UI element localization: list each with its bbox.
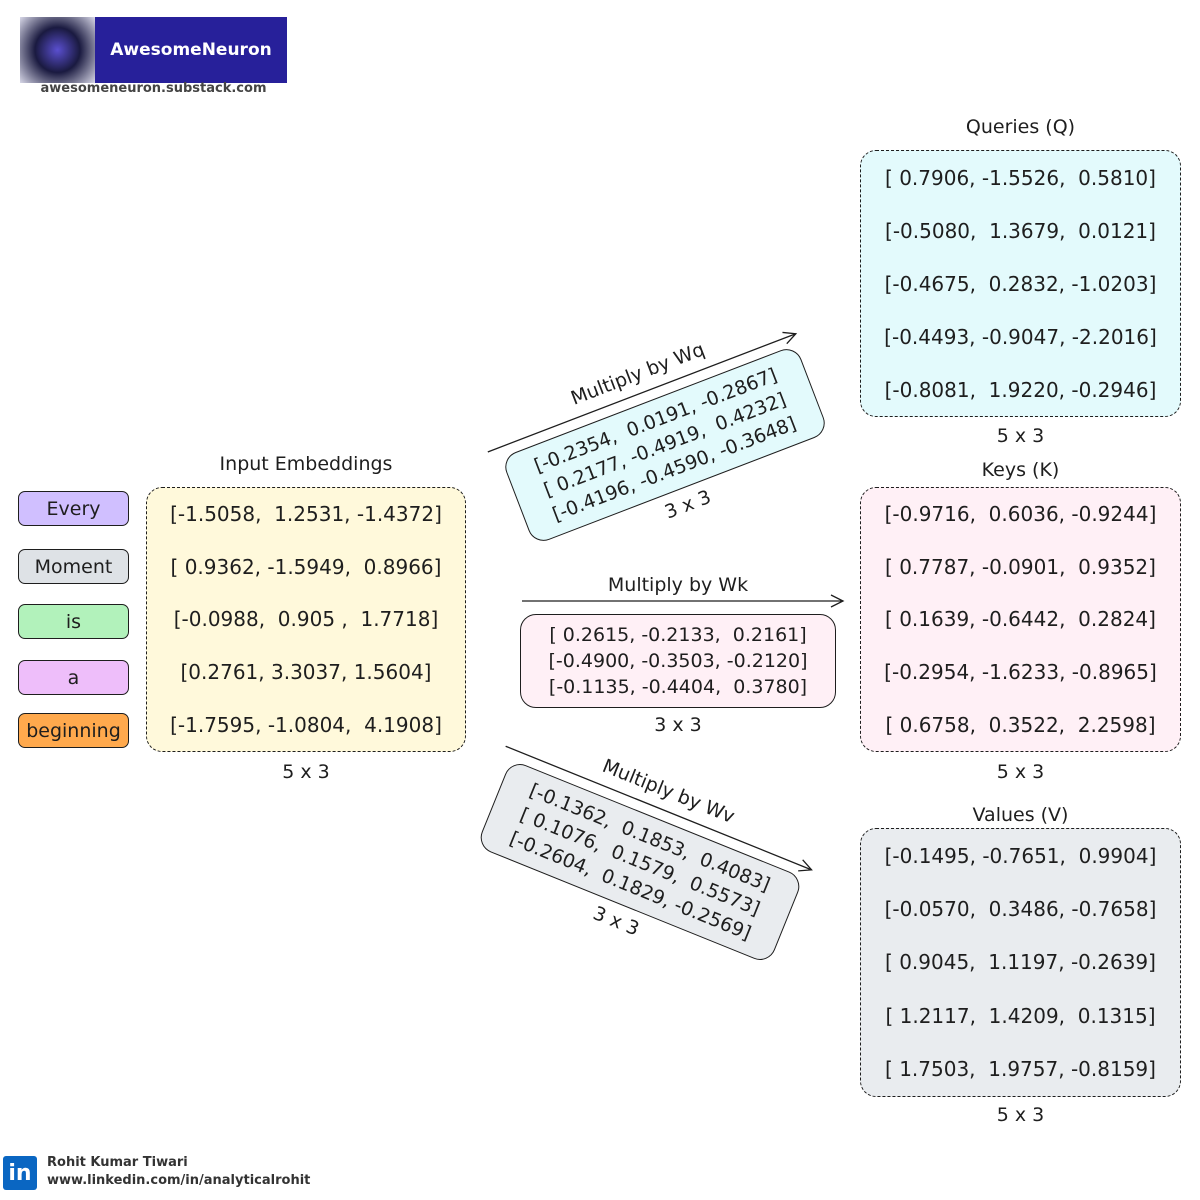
matrix-box: [-0.1495, -0.7651, 0.9904] [-0.0570, 0.34…: [860, 828, 1181, 1097]
token: a: [18, 660, 129, 695]
matrix-row: [ 0.9045, 1.1197, -0.2639]: [885, 950, 1156, 975]
matrix-row: [-1.5058, 1.2531, -1.4372]: [170, 502, 442, 527]
token: Every: [18, 491, 129, 526]
matrix-title: Values (V): [972, 804, 1069, 826]
matrix-row: [ 0.6758, 0.3522, 2.2598]: [885, 712, 1156, 737]
token: Moment: [18, 549, 129, 584]
matrix-shape: 5 x 3: [282, 761, 330, 783]
arrow: [487, 331, 798, 453]
matrix-title: Input Embeddings: [219, 453, 393, 475]
token: is: [18, 604, 129, 639]
matrix-row: [-0.9716, 0.6036, -0.9244]: [884, 502, 1157, 527]
matrix-row: [-0.4493, -0.9047, -2.2016]: [884, 324, 1157, 349]
brand: AwesomeNeuron: [95, 17, 287, 83]
brand-url: awesomeneuron.substack.com: [40, 81, 267, 96]
matrix-row: [ 0.7906, -1.5526, 0.5810]: [885, 165, 1156, 190]
weight-group: Multiply by Wq [-0.2354, 0.0191, -0.2867…: [486, 307, 842, 579]
matrix-shape: 5 x 3: [996, 1104, 1045, 1126]
matrix-title: Queries (Q): [965, 116, 1076, 138]
matrix-row: [-0.4900, -0.3503, -0.2120]: [548, 650, 808, 672]
matrix-row: [-0.5080, 1.3679, 0.0121]: [885, 218, 1156, 243]
weight-group: Multiply by Wk [ 0.2615, -0.2133, 0.2161…: [520, 574, 845, 744]
matrix-row: [-0.1495, -0.7651, 0.9904]: [884, 843, 1157, 868]
matrix-row: [-0.1135, -0.4404, 0.3780]: [548, 676, 808, 698]
token: beginning: [18, 713, 129, 748]
weight-box: [ 0.2615, -0.2133, 0.2161] [-0.4900, -0.3…: [520, 614, 836, 708]
weight-group: Multiply by Wv [-0.1362, 0.1853, 0.4083]…: [462, 722, 819, 998]
matrix-box: [-0.9716, 0.6036, -0.9244] [ 0.7787, -0.0…: [860, 487, 1181, 752]
matrix-row: [ 0.7787, -0.0901, 0.9352]: [885, 554, 1156, 579]
matrix-row: [-0.0570, 0.3486, -0.7658]: [884, 897, 1157, 922]
matrix-row: [-0.8081, 1.9220, -0.2946]: [884, 377, 1157, 402]
matrix-row: [ 1.7503, 1.9757, -0.8159]: [885, 1057, 1156, 1082]
arrow: [522, 594, 845, 608]
matrix-box: [-1.5058, 1.2531, -1.4372] [ 0.9362, -1.5…: [146, 487, 466, 752]
matrix-row: [ 1.2117, 1.4209, 0.1315]: [885, 1003, 1156, 1028]
matrix-shape: 5 x 3: [996, 425, 1045, 447]
matrix-row: [-0.2954, -1.6233, -0.8965]: [884, 660, 1157, 685]
author-name: Rohit Kumar Tiwari: [47, 1155, 188, 1170]
matrix-row: [ 0.9362, -1.5949, 0.8966]: [170, 554, 442, 579]
arrow: [505, 745, 813, 872]
matrix-row: [-0.0988, 0.905 , 1.7718]: [173, 607, 439, 632]
weight-label: Multiply by Wk: [607, 574, 749, 596]
logo-image: [20, 17, 95, 83]
matrix-row: [ 0.2615, -0.2133, 0.2161]: [549, 624, 807, 646]
matrix-box: [ 0.7906, -1.5526, 0.5810] [-0.5080, 1.36…: [860, 150, 1181, 417]
matrix-row: [-1.7595, -1.0804, 4.1908]: [170, 712, 442, 737]
author-url: www.linkedin.com/in/analyticalrohit: [47, 1173, 311, 1188]
matrix-row: [ 0.1639, -0.6442, 0.2824]: [885, 607, 1156, 632]
matrix-row: [-0.4675, 0.2832, -1.0203]: [884, 271, 1157, 296]
matrix-row: [0.2761, 3.3037, 1.5604]: [180, 660, 432, 685]
matrix-shape: 5 x 3: [996, 761, 1045, 783]
linkedin-icon: in: [3, 1156, 37, 1190]
matrix-title: Keys (K): [981, 459, 1060, 481]
weight-shape: 3 x 3: [654, 714, 702, 736]
